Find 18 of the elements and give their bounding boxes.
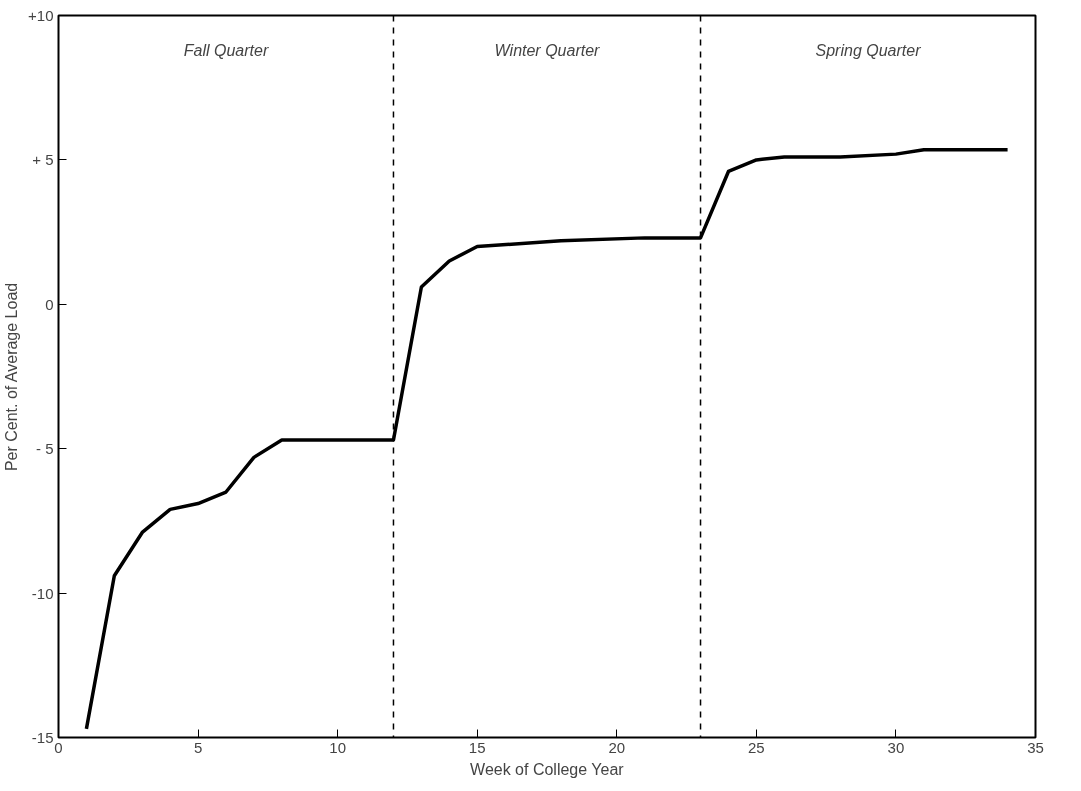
y-tick-label: - 5 xyxy=(36,440,54,458)
y-tick-label: +10 xyxy=(28,7,54,24)
annotation: Fall Quarter xyxy=(183,41,269,59)
annotation: Spring Quarter xyxy=(815,41,922,59)
x-tick-label: 15 xyxy=(468,738,486,756)
x-tick-label: 25 xyxy=(748,738,765,756)
x-tick-label: 5 xyxy=(193,738,203,756)
x-tick-label: 30 xyxy=(887,738,905,756)
x-tick-label: 20 xyxy=(608,738,626,756)
y-tick-label: -10 xyxy=(31,584,54,602)
x-axis-title: Week of College Year xyxy=(470,760,625,778)
y-tick-label: 0 xyxy=(45,295,54,313)
y-tick-label: + 5 xyxy=(32,151,54,169)
x-tick-label: 35 xyxy=(1027,738,1044,756)
y-tick-label: -15 xyxy=(31,729,54,746)
x-tick-label: 10 xyxy=(329,738,346,756)
annotation: Winter Quarter xyxy=(494,41,601,59)
y-axis-title: Per Cent. of Average Load xyxy=(3,282,21,472)
